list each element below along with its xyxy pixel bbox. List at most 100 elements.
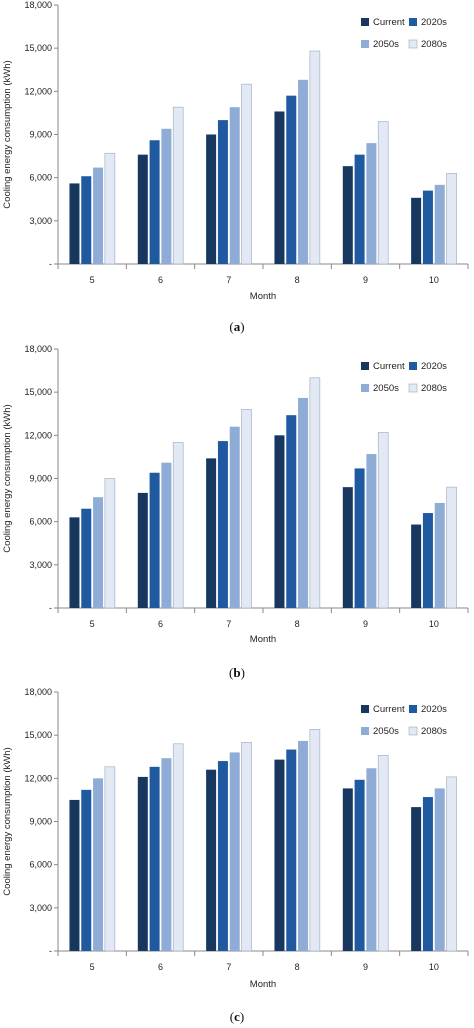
panel-caption: (c): [230, 1009, 244, 1024]
bar: [274, 759, 285, 951]
legend-label: Current: [373, 361, 405, 372]
bar: [241, 83, 252, 265]
bar: [411, 807, 422, 951]
y-tick-label: 3,000: [29, 216, 52, 226]
y-tick-label: 9,000: [29, 817, 52, 827]
bar: [93, 497, 104, 608]
bar: [161, 462, 172, 608]
x-axis-title: Month: [250, 634, 276, 645]
x-tick-label: 6: [158, 275, 163, 285]
bar: [137, 154, 148, 264]
bar: [137, 776, 148, 951]
bar: [104, 152, 116, 265]
legend-swatch: [361, 362, 369, 370]
bar: [81, 508, 92, 608]
y-axis-title: Cooling energy consumption (kWh): [2, 60, 13, 208]
y-tick-label: 6,000: [29, 860, 52, 870]
bar: [69, 799, 80, 951]
bar: [229, 426, 240, 608]
bar: [206, 134, 217, 264]
x-tick-label: 9: [363, 275, 368, 285]
bar: [217, 761, 228, 951]
y-tick-label: 3,000: [29, 903, 52, 913]
x-tick-label: 6: [158, 619, 163, 629]
x-tick-label: 9: [363, 619, 368, 629]
chart-panel-1: - 3,000 6,000 9,000 12,000 15,000 18,000 Coolin…: [2, 0, 469, 334]
bar: [286, 749, 297, 951]
y-tick-label: 6,000: [29, 517, 52, 527]
y-tick-label: 12,000: [24, 773, 52, 783]
legend-label: 2080s: [421, 383, 447, 394]
bar: [149, 472, 160, 608]
y-tick-label: -: [49, 259, 52, 269]
x-tick-label: 8: [295, 275, 300, 285]
bar: [149, 766, 160, 951]
y-tick-label: 12,000: [24, 86, 52, 96]
panel-caption: (b): [229, 665, 245, 680]
bar: [172, 743, 184, 952]
legend-swatch: [408, 726, 418, 736]
x-tick-label: 5: [90, 619, 95, 629]
y-tick-label: 15,000: [24, 730, 52, 740]
bar: [377, 121, 389, 265]
y-tick-label: 18,000: [24, 344, 52, 354]
x-tick-label: 8: [295, 962, 300, 972]
bar: [81, 176, 92, 264]
bar: [309, 729, 321, 952]
x-tick-label: 7: [226, 619, 231, 629]
bar: [354, 779, 365, 951]
y-tick-label: 18,000: [24, 687, 52, 697]
bar: [309, 377, 321, 609]
bar: [342, 487, 353, 608]
bar: [377, 432, 389, 609]
bar: [69, 183, 80, 264]
bar: [206, 458, 217, 608]
legend-label: 2050s: [373, 383, 399, 394]
legend-label: 2080s: [421, 39, 447, 50]
bar: [366, 143, 377, 264]
legend-swatch: [409, 18, 417, 26]
legend-label: 2020s: [421, 17, 447, 28]
bar: [286, 95, 297, 265]
bar: [446, 173, 457, 265]
bar: [434, 788, 445, 951]
bar: [342, 788, 353, 951]
x-tick-label: 5: [90, 275, 95, 285]
bar: [93, 778, 104, 951]
bar: [309, 50, 321, 265]
chart-panel-2: - 3,000 6,000 9,000 12,000 15,000 18,000 Coolin…: [2, 344, 469, 680]
y-tick-label: 15,000: [24, 387, 52, 397]
x-axis-title: Month: [250, 979, 276, 990]
legend-label: 2050s: [373, 726, 399, 737]
bar: [422, 513, 433, 608]
bar: [434, 502, 445, 608]
legend-swatch: [361, 384, 369, 392]
bar: [104, 766, 116, 952]
panel-caption: (a): [229, 319, 244, 334]
y-tick-label: 6,000: [29, 173, 52, 183]
x-tick-label: 8: [295, 619, 300, 629]
bar: [69, 517, 80, 608]
bar: [217, 441, 228, 608]
legend-swatch: [361, 18, 369, 26]
legend-label: Current: [373, 17, 405, 28]
bar: [286, 415, 297, 608]
legend-swatch: [409, 362, 417, 370]
y-tick-label: 3,000: [29, 560, 52, 570]
bar: [161, 758, 172, 951]
x-tick-label: 7: [226, 275, 231, 285]
bar: [377, 755, 389, 952]
legend-swatch: [361, 727, 369, 735]
bar: [446, 486, 457, 609]
x-axis-title: Month: [250, 291, 276, 302]
x-tick-label: 5: [90, 962, 95, 972]
bar: [422, 190, 433, 264]
bar: [446, 776, 457, 952]
bar: [81, 789, 92, 951]
legend-label: 2020s: [421, 704, 447, 715]
bar: [229, 752, 240, 951]
legend-label: 2050s: [373, 39, 399, 50]
bar: [411, 524, 422, 608]
x-tick-label: 10: [429, 275, 439, 285]
